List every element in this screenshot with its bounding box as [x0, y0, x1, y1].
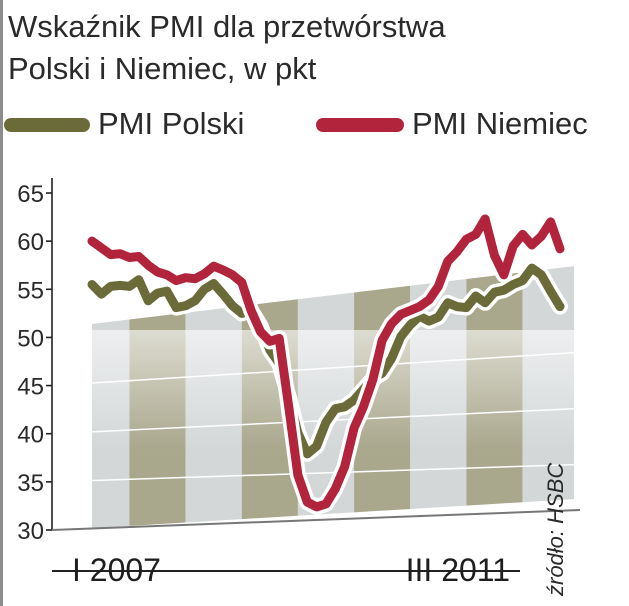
- series-line-niemcy: [87, 214, 565, 512]
- title-line-2: Polski i Niemiec, w pkt: [8, 51, 317, 86]
- y-tick-label: 50: [17, 325, 44, 352]
- legend-swatch-polski: [4, 118, 90, 132]
- legend-label-polski: PMI Polski: [98, 106, 245, 141]
- legend-item-polski: PMI Polski: [0, 104, 300, 144]
- legend-item-niemcy: PMI Niemiec: [300, 104, 629, 144]
- y-tick-label: 40: [17, 422, 44, 449]
- x-tick-label: III 2011: [406, 552, 510, 588]
- x-tick-label: I 2007: [72, 552, 161, 588]
- y-tick-label: 60: [17, 229, 44, 256]
- y-tick-label: 55: [17, 277, 44, 304]
- chart-title: Wskaźnik PMI dla przetwórstwa Polski i N…: [8, 6, 618, 90]
- series-line-polski: [87, 263, 565, 459]
- y-tick-label: 30: [17, 518, 44, 545]
- title-line-1: Wskaźnik PMI dla przetwórstwa: [8, 9, 446, 44]
- y-tick-label: 35: [17, 470, 44, 497]
- source-note: źródło: HSBC: [543, 462, 568, 596]
- floor-edge: [51, 509, 581, 531]
- y-tick-label: 65: [17, 181, 44, 208]
- y-tick-label: 45: [17, 374, 44, 401]
- legend-label-niemcy: PMI Niemiec: [412, 106, 588, 141]
- legend-swatch-niemcy: [316, 118, 404, 132]
- left-rule: [0, 0, 3, 606]
